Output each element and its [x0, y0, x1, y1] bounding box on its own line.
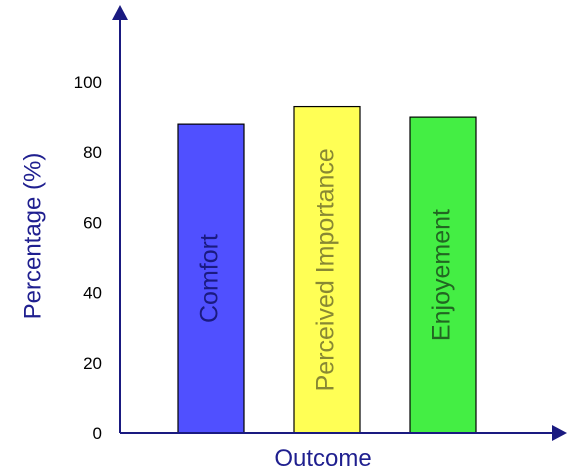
y-tick-label: 0 — [93, 424, 102, 443]
x-axis-arrow — [552, 425, 567, 441]
bar-label-enjoyement: Enjoyement — [428, 209, 456, 341]
y-tick-label: 40 — [83, 284, 102, 303]
y-tick-label: 60 — [83, 213, 102, 232]
y-axis-title: Percentage (%) — [19, 153, 46, 320]
y-tick-label: 80 — [83, 143, 102, 162]
bar-comfort — [177, 123, 245, 434]
y-axis-arrow — [112, 5, 128, 20]
x-axis-title: Outcome — [274, 445, 371, 472]
bars: Comfort Perceived Importance Enjoyement — [177, 105, 477, 434]
y-tick-label: 20 — [83, 354, 102, 373]
bar-label-comfort: Comfort — [196, 234, 224, 323]
bar-perceived-importance — [293, 105, 361, 434]
y-tick-labels: 0 20 40 60 80 100 — [74, 73, 102, 443]
bar-enjoyement — [409, 116, 477, 434]
bar-label-perceived-importance: Perceived Importance — [312, 148, 340, 391]
y-tick-label: 100 — [74, 73, 102, 92]
